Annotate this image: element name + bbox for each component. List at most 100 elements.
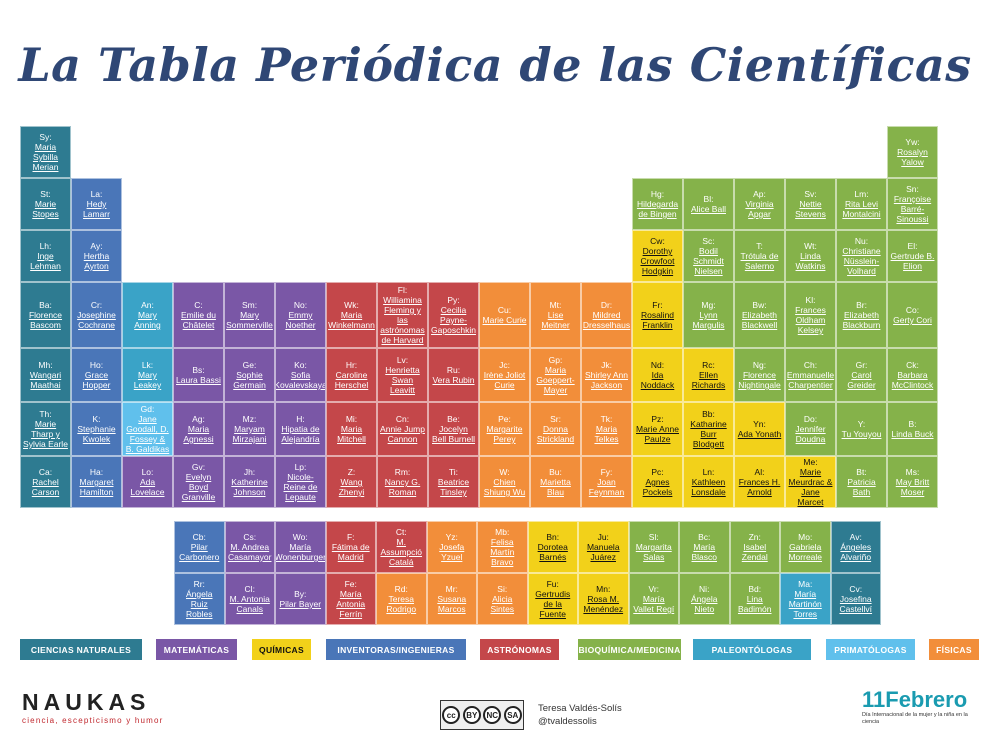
scientist-name[interactable]: Kathleen Lonsdale [691, 477, 726, 497]
scientist-name[interactable]: Shirley Ann Jackson [585, 370, 628, 390]
scientist-name[interactable]: Donna Strickland [536, 424, 575, 444]
scientist-name[interactable]: Jane Goodall, D. Fossey & B. Galdikas [125, 414, 170, 454]
scientist-name[interactable]: Beatrice Tinsley [437, 477, 470, 497]
scientist-name[interactable]: Katharine Burr Blodgett [690, 419, 727, 449]
scientist-name[interactable]: María Antonia Ferrín [336, 589, 366, 619]
scientist-name[interactable]: Caroline Herschel [334, 370, 369, 390]
scientist-name[interactable]: Emilie du Châtelet [181, 310, 216, 330]
scientist-name[interactable]: Katherine Johnson [231, 477, 268, 497]
scientist-name[interactable]: Dorotea Barnés [537, 542, 568, 562]
scientist-name[interactable]: Joan Feynman [588, 477, 625, 497]
scientist-name[interactable]: Hildegarda de Bingen [636, 199, 679, 219]
scientist-name[interactable]: Hedy Lamarr [83, 199, 110, 219]
scientist-name[interactable]: Marietta Blau [540, 477, 571, 497]
scientist-name[interactable]: Elizabeth Blackwell [741, 310, 778, 330]
scientist-name[interactable]: Laura Bassi [176, 375, 221, 385]
scientist-name[interactable]: M. Andrea Casamayor [228, 542, 272, 562]
scientist-name[interactable]: Rachel Carson [31, 477, 60, 497]
scientist-name[interactable]: Jennifer Doudna [795, 424, 826, 444]
scientist-name[interactable]: Marie Tharp y Sylvia Earle [23, 419, 68, 449]
scientist-name[interactable]: Wang Zhenyi [338, 477, 365, 497]
scientist-name[interactable]: Rita Levi Montalcini [842, 199, 881, 219]
scientist-name[interactable]: Emmanuelle Charpentier [786, 370, 835, 390]
scientist-name[interactable]: Maria Goeppert-Mayer [536, 365, 575, 395]
scientist-name[interactable]: Margarita Salas [635, 542, 672, 562]
scientist-name[interactable]: Rosa M. Menéndez [583, 594, 624, 614]
scientist-name[interactable]: Ángeles Alvariño [840, 542, 872, 562]
scientist-name[interactable]: Henrietta Swan Leavitt [385, 365, 420, 395]
scientist-name[interactable]: María Martinón Torres [788, 589, 822, 619]
scientist-name[interactable]: May Britt Moser [895, 477, 930, 497]
scientist-name[interactable]: Lise Meitner [541, 310, 570, 330]
scientist-name[interactable]: Inge Lehman [30, 251, 61, 271]
scientist-name[interactable]: Virginia Apgar [745, 199, 774, 219]
scientist-name[interactable]: Maria Winkelmann [328, 310, 375, 330]
scientist-name[interactable]: Chien Shiung Wu [483, 477, 526, 497]
scientist-name[interactable]: Maria Sybilla Merian [32, 142, 59, 172]
scientist-name[interactable]: Josefa Yzuel [439, 542, 465, 562]
scientist-name[interactable]: Alicia Sintes [490, 594, 515, 614]
scientist-name[interactable]: Barbara McClintock [891, 370, 934, 390]
scientist-name[interactable]: Emmy Noether [285, 310, 316, 330]
scientist-name[interactable]: Margarite Perey [486, 424, 523, 444]
scientist-name[interactable]: Linda Buck [891, 429, 934, 439]
scientist-name[interactable]: M. Assumpció Catalá [380, 537, 423, 567]
scientist-name[interactable]: Frances Oldham Kelsey [795, 305, 826, 335]
scientist-name[interactable]: Christiane Nüsslein-Volhard [842, 246, 881, 276]
scientist-name[interactable]: Alice Ball [691, 204, 726, 214]
scientist-name[interactable]: Nettie Stevens [795, 199, 826, 219]
scientist-name[interactable]: Sophie Germain [233, 370, 266, 390]
scientist-name[interactable]: M. Antonia Canals [229, 594, 270, 614]
scientist-name[interactable]: Susana Marcos [437, 594, 467, 614]
scientist-name[interactable]: Manuela Juárez [586, 542, 620, 562]
scientist-name[interactable]: Mary Leakey [133, 370, 162, 390]
scientist-name[interactable]: Gerty Cori [893, 315, 932, 325]
scientist-name[interactable]: Bodil Schmidt Nielsen [693, 246, 724, 276]
scientist-name[interactable]: Ida Noddack [640, 370, 675, 390]
scientist-name[interactable]: Maria Mitchell [337, 424, 366, 444]
scientist-name[interactable]: Evelyn Boyd Granville [181, 472, 216, 502]
scientist-name[interactable]: Ada Yonath [737, 429, 782, 439]
scientist-name[interactable]: Nancy G. Roman [384, 477, 421, 497]
scientist-name[interactable]: Stephanie Kwolek [77, 424, 116, 444]
scientist-name[interactable]: Ellen Richards [691, 370, 726, 390]
scientist-name[interactable]: Patricia Bath [847, 477, 876, 497]
scientist-name[interactable]: Agnes Pockels [642, 477, 673, 497]
scientist-name[interactable]: Gertrude B. Elion [890, 251, 935, 271]
scientist-name[interactable]: Rosalyn Yalow [897, 147, 928, 167]
scientist-name[interactable]: Elizabeth Blackburn [842, 310, 881, 330]
scientist-name[interactable]: Marie Stopes [32, 199, 59, 219]
scientist-name[interactable]: Cecilia Payne-Gaposchkin [431, 305, 476, 335]
scientist-name[interactable]: Ángela Ruiz Robles [186, 589, 213, 619]
scientist-name[interactable]: Jocelyn Bell Burnell [432, 424, 475, 444]
scientist-name[interactable]: Carol Greider [847, 370, 876, 390]
scientist-name[interactable]: Mildred Dresselhaus [582, 310, 631, 330]
scientist-name[interactable]: Marie Meurdrac & Jane Marcet [788, 467, 833, 507]
scientist-name[interactable]: Ángela Nieto [691, 594, 718, 614]
scientist-name[interactable]: Florence Nightingale [738, 370, 781, 390]
scientist-name[interactable]: Françoise Barré-Sinoussi [893, 194, 932, 224]
scientist-name[interactable]: Lynn Margulis [692, 310, 725, 330]
scientist-name[interactable]: Maria Agnessi [183, 424, 214, 444]
scientist-name[interactable]: Irène Joliot Curie [483, 370, 526, 390]
scientist-name[interactable]: Maryam Mirzajani [232, 424, 267, 444]
scientist-name[interactable]: Teresa Rodrigo [386, 594, 417, 614]
scientist-name[interactable]: Vera Rubin [432, 375, 475, 385]
scientist-name[interactable]: Williamina Fleming y las astrónomas de H… [380, 295, 425, 345]
scientist-name[interactable]: Linda Watkins [795, 251, 826, 271]
scientist-name[interactable]: Marie Curie [482, 315, 527, 325]
scientist-name[interactable]: Fátima de Madrid [331, 542, 370, 562]
scientist-name[interactable]: Sofia Kovalevskaya [275, 370, 326, 390]
scientist-name[interactable]: Frances H. Arnold [738, 477, 781, 497]
scientist-name[interactable]: Ada Lovelace [130, 477, 165, 497]
scientist-name[interactable]: Tu Youyou [841, 429, 882, 439]
scientist-name[interactable]: Mary Anning [134, 310, 161, 330]
scientist-name[interactable]: Mary Sommerville [226, 310, 273, 330]
scientist-name[interactable]: Florence Bascom [28, 310, 63, 330]
scientist-name[interactable]: Dorothy Crowfoot Hodgkin [640, 246, 675, 276]
scientist-name[interactable]: Pilar Bayer [279, 599, 322, 609]
scientist-name[interactable]: Pilar Carbonero [179, 542, 220, 562]
scientist-name[interactable]: Hertha Ayrton [83, 251, 110, 271]
scientist-name[interactable]: Wangari Maathai [29, 370, 62, 390]
scientist-name[interactable]: Maria Telkes [594, 424, 619, 444]
